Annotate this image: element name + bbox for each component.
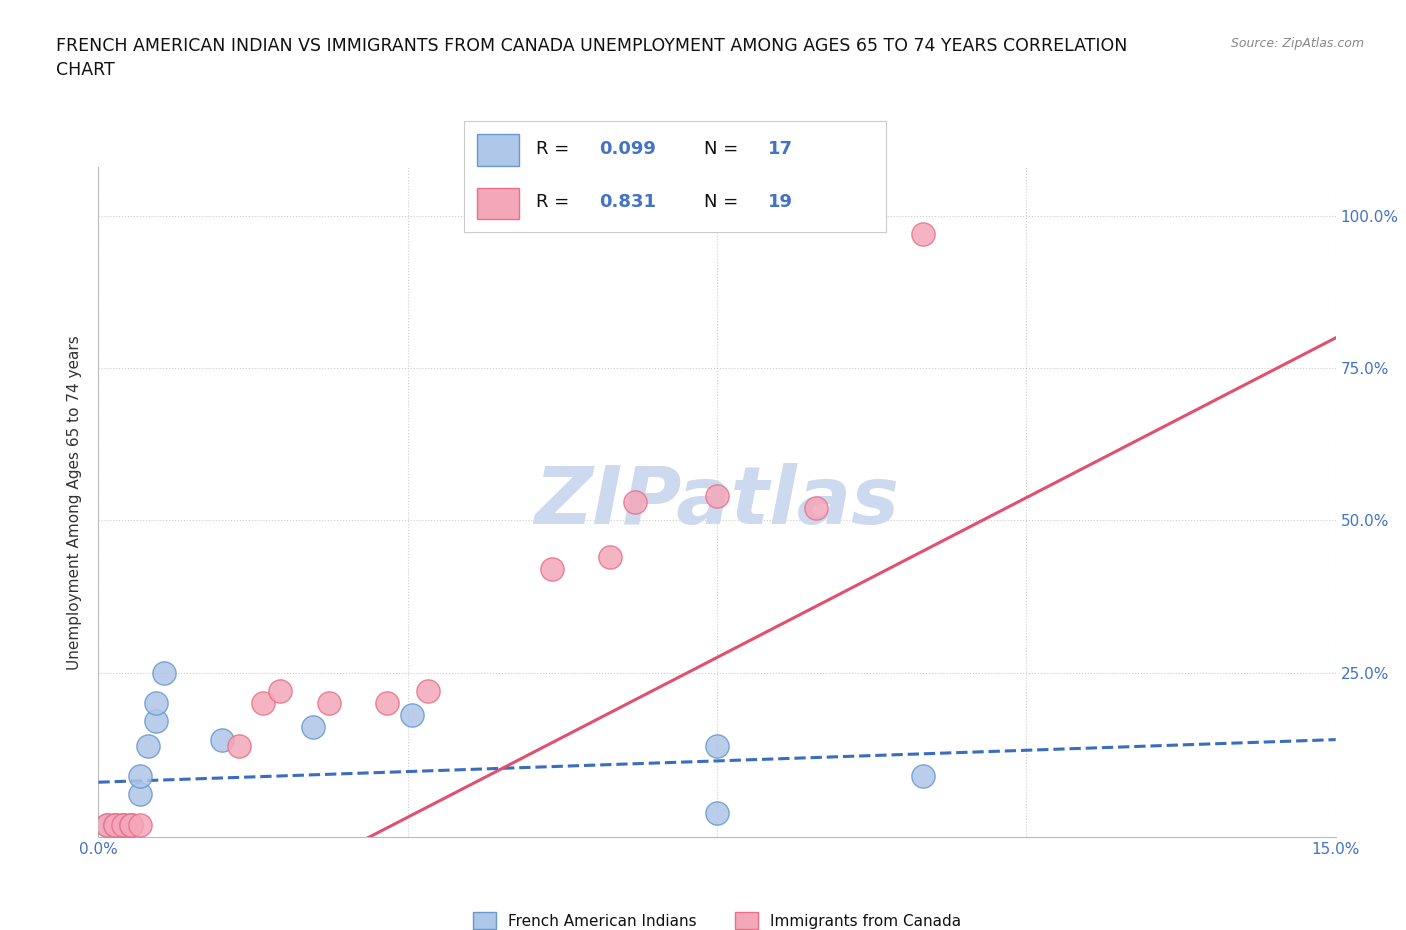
- Point: [104, 817, 127, 832]
- FancyBboxPatch shape: [477, 134, 519, 166]
- Point: [153, 665, 176, 680]
- Point: [912, 769, 935, 784]
- Point: [112, 817, 135, 832]
- Point: [104, 817, 127, 832]
- Text: 0.099: 0.099: [599, 140, 655, 158]
- Point: [623, 495, 645, 510]
- Text: R =: R =: [536, 140, 575, 158]
- Text: ZIPatlas: ZIPatlas: [534, 463, 900, 541]
- Point: [145, 696, 167, 711]
- Point: [252, 696, 274, 711]
- Point: [269, 684, 291, 698]
- Point: [120, 817, 142, 832]
- Point: [104, 817, 127, 832]
- FancyBboxPatch shape: [477, 188, 519, 219]
- Y-axis label: Unemployment Among Ages 65 to 74 years: Unemployment Among Ages 65 to 74 years: [67, 335, 83, 670]
- Point: [318, 696, 340, 711]
- Point: [136, 738, 159, 753]
- Point: [912, 227, 935, 242]
- Text: N =: N =: [704, 140, 744, 158]
- Text: N =: N =: [704, 193, 744, 211]
- Point: [145, 714, 167, 729]
- Point: [120, 817, 142, 832]
- Point: [211, 732, 233, 747]
- Point: [706, 488, 728, 503]
- Text: Source: ZipAtlas.com: Source: ZipAtlas.com: [1230, 37, 1364, 50]
- Legend: French American Indians, Immigrants from Canada: French American Indians, Immigrants from…: [465, 905, 969, 930]
- Point: [418, 684, 440, 698]
- Point: [401, 708, 423, 723]
- Point: [128, 817, 150, 832]
- Point: [706, 738, 728, 753]
- Text: 0.831: 0.831: [599, 193, 657, 211]
- Point: [120, 817, 142, 832]
- Point: [599, 550, 621, 565]
- Point: [128, 769, 150, 784]
- Point: [375, 696, 398, 711]
- Point: [112, 817, 135, 832]
- Text: FRENCH AMERICAN INDIAN VS IMMIGRANTS FROM CANADA UNEMPLOYMENT AMONG AGES 65 TO 7: FRENCH AMERICAN INDIAN VS IMMIGRANTS FRO…: [56, 37, 1128, 79]
- Point: [96, 817, 118, 832]
- Point: [706, 805, 728, 820]
- Point: [302, 720, 325, 735]
- Point: [541, 562, 564, 577]
- Point: [228, 738, 250, 753]
- Text: R =: R =: [536, 193, 581, 211]
- Text: 17: 17: [768, 140, 793, 158]
- Point: [112, 817, 135, 832]
- Point: [96, 817, 118, 832]
- Point: [128, 787, 150, 802]
- Point: [804, 501, 827, 516]
- Text: 19: 19: [768, 193, 793, 211]
